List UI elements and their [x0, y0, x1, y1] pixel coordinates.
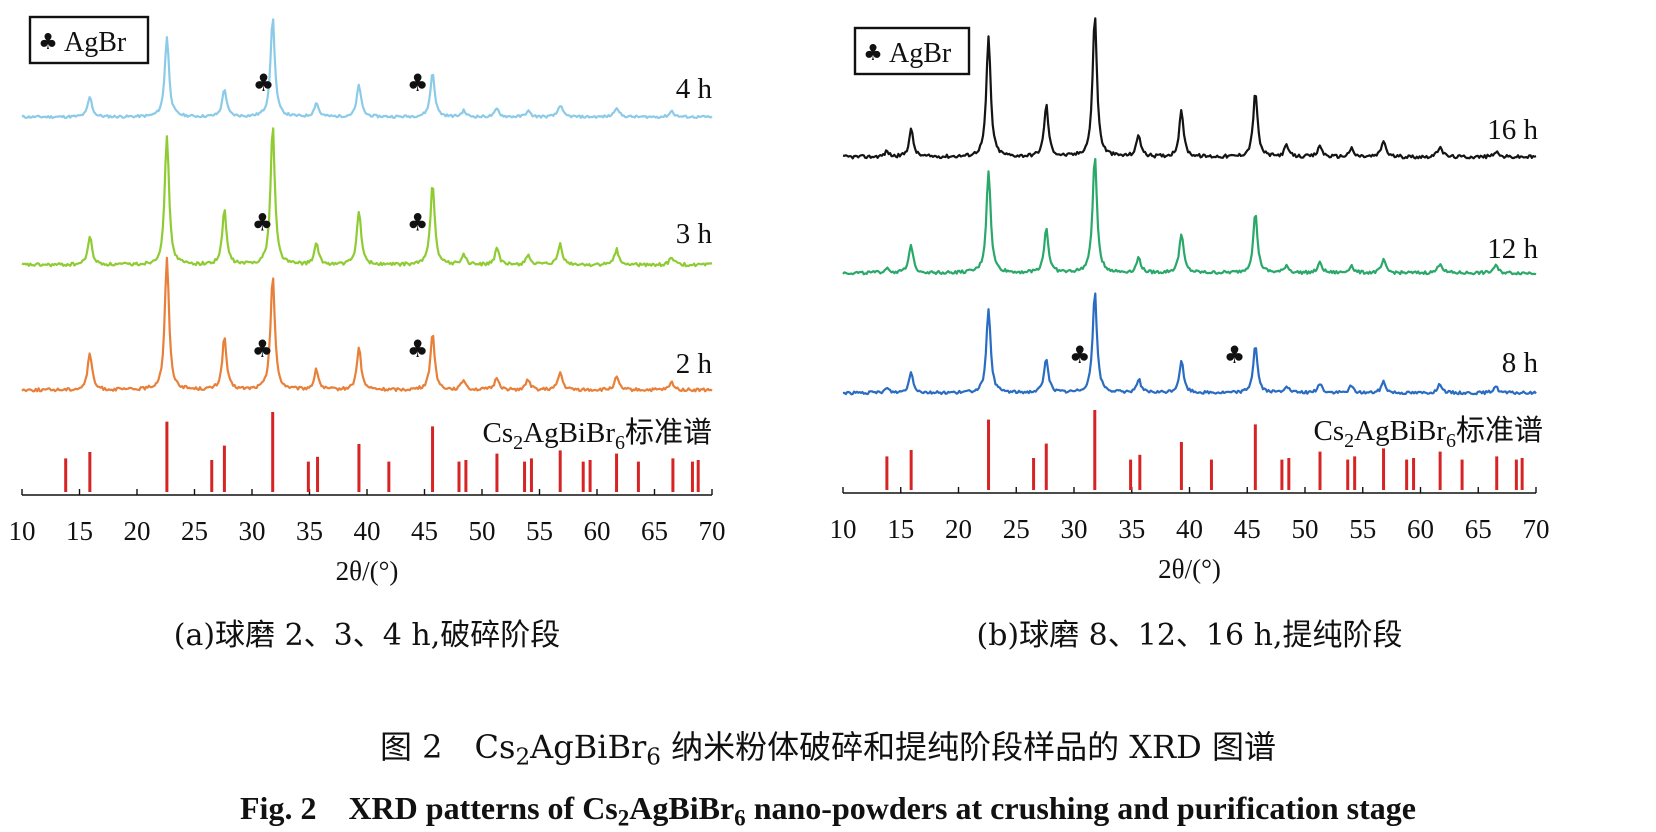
x-tick-label: 70	[699, 516, 726, 546]
xrd-series-16h	[842, 17, 1537, 160]
x-tick-label: 40	[354, 516, 381, 546]
x-axis-label: 2θ/(°)	[336, 556, 399, 586]
reference-label-part: AgBiBr	[1354, 415, 1446, 447]
x-tick-label: 65	[1465, 514, 1492, 544]
agbr-marker: ♣	[407, 69, 429, 97]
x-tick-label: 70	[1523, 514, 1550, 544]
xrd-panel-b: 10 15 20 25 30 35 40 45 50 55 60 65 70 2θ/(°) Cs2AgBiB…	[830, 17, 1550, 653]
x-tick-label: 55	[1349, 514, 1376, 544]
agbr-marker: ♣	[1224, 341, 1246, 369]
agbr-marker: ♣	[407, 335, 429, 363]
x-tick-label: 35	[1118, 514, 1145, 544]
caption-zh-mid: AgBiBr	[530, 728, 647, 766]
xrd-figure: 10 15 20 25 30 35 40 45 50 55 60 65 702θ/(°)Cs2AgBiB…	[9, 15, 1550, 653]
x-tick-label: 25	[1003, 514, 1030, 544]
xrd-series-12h	[842, 157, 1537, 276]
series-label: 8 h	[1502, 347, 1539, 379]
reference-label-subscript: 6	[1446, 430, 1456, 452]
x-tick-label: 50	[469, 516, 496, 546]
caption-en-sub2: 6	[734, 804, 746, 831]
caption-en-mid: AgBiBr	[629, 790, 735, 826]
series-label: 16 h	[1487, 114, 1538, 146]
subfigure-caption: (b)球磨 8、12、16 h,提纯阶段	[977, 618, 1403, 653]
x-tick-label: 20	[945, 514, 972, 544]
figure-caption-en: Fig. 2 XRD patterns of Cs2AgBiBr6 nano-p…	[0, 783, 1656, 831]
agbr-marker: ♣	[252, 209, 274, 237]
xrd-series-8h	[842, 292, 1537, 396]
reference-label-subscript: 6	[615, 432, 625, 454]
legend-label: AgBr	[64, 27, 127, 58]
series-label: 3 h	[676, 218, 713, 250]
x-tick-label: 60	[1407, 514, 1434, 544]
series-label: 4 h	[676, 73, 713, 105]
x-tick-label: 65	[641, 516, 668, 546]
x-tick-label: 45	[411, 516, 438, 546]
x-tick-label: 40	[1176, 514, 1203, 544]
caption-en-suffix: nano-powders at crushing and purificatio…	[745, 790, 1416, 826]
series-label: 2 h	[676, 348, 713, 380]
subfigure-caption: (a)球磨 2、3、4 h,破碎阶段	[174, 618, 560, 653]
reference-label-part: Cs	[483, 417, 514, 449]
legend-symbol: ♣	[38, 30, 58, 55]
series-label: 12 h	[1487, 233, 1538, 265]
xrd-series-3h	[21, 127, 713, 268]
x-tick-label: 35	[296, 516, 323, 546]
reference-label-part: Cs	[1314, 415, 1345, 447]
x-tick-label: 25	[181, 516, 208, 546]
reference-label-subscript: 2	[1344, 430, 1354, 452]
x-tick-label: 15	[887, 514, 914, 544]
legend-box	[28, 15, 150, 65]
legend: ♣ AgBr	[853, 26, 971, 76]
reference-label-part: 标准谱	[1456, 414, 1543, 447]
caption-en-prefix: Fig. 2 XRD patterns of Cs	[240, 790, 618, 826]
xrd-series-4h	[21, 18, 713, 120]
x-tick-label: 20	[124, 516, 151, 546]
agbr-marker: ♣	[1069, 341, 1091, 369]
x-tick-label: 30	[239, 516, 266, 546]
reference-label: Cs2AgBiBr6标准谱	[483, 416, 713, 454]
x-tick-label: 60	[584, 516, 611, 546]
xrd-panel-a: 10 15 20 25 30 35 40 45 50 55 60 65 70 2θ/(°) Cs2AgBiB…	[9, 15, 726, 653]
caption-en-sub1: 2	[617, 804, 630, 831]
legend-box	[853, 26, 971, 76]
x-tick-label: 50	[1292, 514, 1319, 544]
xrd-series-2h	[21, 256, 713, 393]
agbr-marker: ♣	[252, 335, 274, 363]
x-tick-label: 55	[526, 516, 553, 546]
reference-label-part: AgBiBr	[523, 417, 615, 449]
legend-label: AgBr	[889, 38, 952, 69]
x-tick-label: 30	[1061, 514, 1088, 544]
x-tick-label: 10	[830, 514, 857, 544]
x-tick-label: 10	[9, 516, 36, 546]
caption-zh-sub1: 2	[515, 744, 531, 771]
agbr-marker: ♣	[253, 69, 275, 97]
legend: ♣ AgBr	[28, 15, 150, 65]
caption-zh-prefix: 图 2 Cs	[380, 728, 516, 766]
figure-caption-zh: 图 2 Cs2AgBiBr6 纳米粉体破碎和提纯阶段样品的 XRD 图谱	[0, 722, 1656, 770]
x-tick-label: 15	[66, 516, 93, 546]
reference-label-part: 标准谱	[625, 416, 712, 449]
x-tick-label: 45	[1234, 514, 1261, 544]
x-axis-label: 2θ/(°)	[1158, 554, 1221, 584]
legend-symbol: ♣	[863, 41, 883, 66]
caption-zh-sub2: 6	[646, 744, 661, 771]
reference-label: Cs2AgBiBr6标准谱	[1314, 414, 1544, 452]
caption-zh-suffix: 纳米粉体破碎和提纯阶段样品的 XRD 图谱	[660, 728, 1276, 766]
reference-label-subscript: 2	[513, 432, 523, 454]
agbr-marker: ♣	[407, 209, 429, 237]
